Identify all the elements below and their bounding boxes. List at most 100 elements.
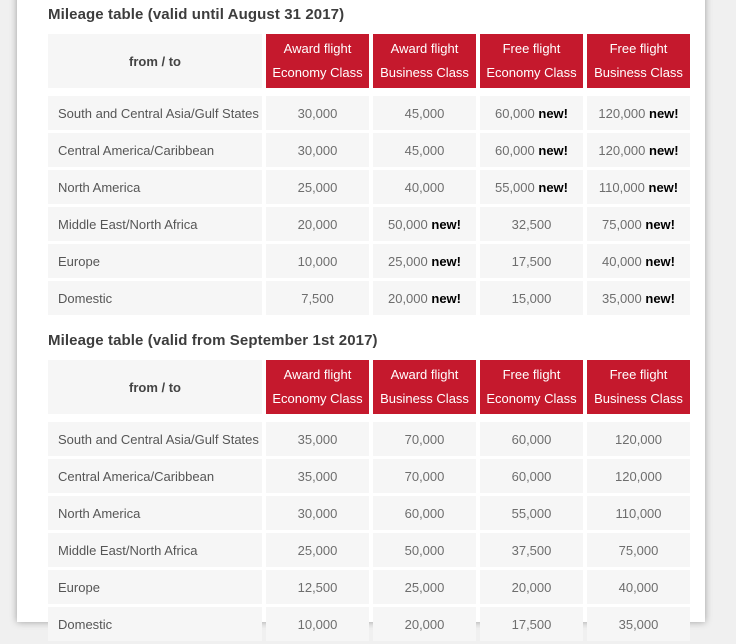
region-cell: South and Central Asia/Gulf States <box>48 96 262 130</box>
table-row: Domestic 7,500 new! 20,000 new! 15,000 n… <box>48 281 690 315</box>
mileage-value-cell: 30,000 <box>266 496 369 530</box>
mileage-value-cell: 17,500 new! <box>480 244 583 278</box>
mileage-value: 45,000 <box>405 143 445 158</box>
mileage-value: 10,000 <box>298 254 338 269</box>
table-row: Central America/Caribbean 30,000 new! 45… <box>48 133 690 167</box>
section-title: Mileage table (valid until August 31 201… <box>48 6 705 23</box>
table-row: Middle East/North Africa 25,000 50,000 3… <box>48 533 690 567</box>
mileage-table-until-aug-2017: from / to Award flight Economy Class Awa… <box>44 31 694 318</box>
mileage-value-cell: 25,000 new! <box>373 244 476 278</box>
mileage-value-cell: 32,500 new! <box>480 207 583 241</box>
table-row: South and Central Asia/Gulf States 30,00… <box>48 96 690 130</box>
header-row: from / to Award flight Economy Class Awa… <box>48 34 690 93</box>
region-cell: Domestic <box>48 281 262 315</box>
mileage-value-cell: 15,000 new! <box>480 281 583 315</box>
table-row: Europe 12,500 25,000 20,000 40,000 <box>48 570 690 604</box>
mileage-value: 40,000 <box>405 180 445 195</box>
new-badge: new! <box>645 291 675 306</box>
table-row: North America 25,000 new! 40,000 new! 55… <box>48 170 690 204</box>
mileage-value: 25,000 <box>388 254 428 269</box>
mileage-value: 30,000 <box>298 106 338 121</box>
mileage-value-cell: 45,000 new! <box>373 96 476 130</box>
region-cell: South and Central Asia/Gulf States <box>48 422 262 456</box>
region-cell: Middle East/North Africa <box>48 207 262 241</box>
content-panel: Mileage table (valid until August 31 201… <box>17 0 705 622</box>
mileage-value-cell: 20,000 new! <box>373 281 476 315</box>
mileage-value-cell: 25,000 new! <box>266 170 369 204</box>
new-badge: new! <box>645 217 675 232</box>
mileage-value-cell: 50,000 <box>373 533 476 567</box>
mileage-value-cell: 60,000 <box>480 459 583 493</box>
mileage-value-cell: 40,000 new! <box>373 170 476 204</box>
mileage-value-cell: 7,500 new! <box>266 281 369 315</box>
new-badge: new! <box>431 291 461 306</box>
mileage-value-cell: 120,000 new! <box>587 133 690 167</box>
mileage-value: 17,500 <box>512 254 552 269</box>
mileage-value: 110,000 <box>599 180 645 195</box>
mileage-value-cell: 20,000 <box>373 607 476 641</box>
mileage-value-cell: 75,000 <box>587 533 690 567</box>
region-cell: Middle East/North Africa <box>48 533 262 567</box>
mileage-value-cell: 50,000 new! <box>373 207 476 241</box>
mileage-value: 15,000 <box>512 291 552 306</box>
from-to-header: from / to <box>48 34 262 93</box>
mileage-value: 30,000 <box>298 143 338 158</box>
mileage-value: 20,000 <box>298 217 338 232</box>
column-header-free-business: Free flight Business Class <box>587 34 690 93</box>
mileage-value: 20,000 <box>388 291 428 306</box>
mileage-value-cell: 12,500 <box>266 570 369 604</box>
mileage-value-cell: 25,000 <box>266 533 369 567</box>
mileage-value-cell: 20,000 new! <box>266 207 369 241</box>
region-cell: Domestic <box>48 607 262 641</box>
region-cell: North America <box>48 170 262 204</box>
mileage-value-cell: 60,000 <box>373 496 476 530</box>
mileage-value-cell: 30,000 new! <box>266 96 369 130</box>
mileage-value-cell: 70,000 <box>373 422 476 456</box>
new-badge: new! <box>538 106 568 121</box>
mileage-table-from-sep-2017: from / to Award flight Economy Class Awa… <box>44 357 694 644</box>
new-badge: new! <box>431 217 461 232</box>
mileage-value-cell: 120,000 <box>587 459 690 493</box>
mileage-value-cell: 45,000 new! <box>373 133 476 167</box>
column-header-award-business: Award flight Business Class <box>373 34 476 93</box>
mileage-value-cell: 35,000 <box>266 459 369 493</box>
mileage-value: 25,000 <box>298 180 338 195</box>
column-header-free-economy: Free flight Economy Class <box>480 360 583 419</box>
mileage-value-cell: 20,000 <box>480 570 583 604</box>
column-header-free-business: Free flight Business Class <box>587 360 690 419</box>
mileage-value-cell: 37,500 <box>480 533 583 567</box>
mileage-value: 50,000 <box>388 217 428 232</box>
column-header-free-economy: Free flight Economy Class <box>480 34 583 93</box>
new-badge: new! <box>645 254 675 269</box>
mileage-value: 55,000 <box>495 180 535 195</box>
region-cell: North America <box>48 496 262 530</box>
column-header-award-economy: Award flight Economy Class <box>266 360 369 419</box>
mileage-value: 32,500 <box>512 217 552 232</box>
header-row: from / to Award flight Economy Class Awa… <box>48 360 690 419</box>
mileage-value-cell: 110,000 <box>587 496 690 530</box>
column-header-award-economy: Award flight Economy Class <box>266 34 369 93</box>
mileage-value-cell: 10,000 <box>266 607 369 641</box>
mileage-value-cell: 30,000 new! <box>266 133 369 167</box>
table-row: North America 30,000 60,000 55,000 110,0… <box>48 496 690 530</box>
new-badge: new! <box>431 254 461 269</box>
region-cell: Europe <box>48 570 262 604</box>
mileage-value-cell: 55,000 <box>480 496 583 530</box>
region-cell: Europe <box>48 244 262 278</box>
mileage-section-from-sep-2017: Mileage table (valid from September 1st … <box>48 332 705 644</box>
mileage-value-cell: 60,000 <box>480 422 583 456</box>
mileage-value: 45,000 <box>405 106 445 121</box>
mileage-value-cell: 10,000 new! <box>266 244 369 278</box>
new-badge: new! <box>538 180 568 195</box>
mileage-value-cell: 75,000 new! <box>587 207 690 241</box>
table-row: Domestic 10,000 20,000 17,500 35,000 <box>48 607 690 641</box>
mileage-value-cell: 55,000 new! <box>480 170 583 204</box>
new-badge: new! <box>649 180 679 195</box>
new-badge: new! <box>649 106 679 121</box>
new-badge: new! <box>649 143 679 158</box>
mileage-value: 60,000 <box>495 106 535 121</box>
from-to-header: from / to <box>48 360 262 419</box>
region-cell: Central America/Caribbean <box>48 133 262 167</box>
section-title: Mileage table (valid from September 1st … <box>48 332 705 349</box>
mileage-value: 120,000 <box>598 143 645 158</box>
